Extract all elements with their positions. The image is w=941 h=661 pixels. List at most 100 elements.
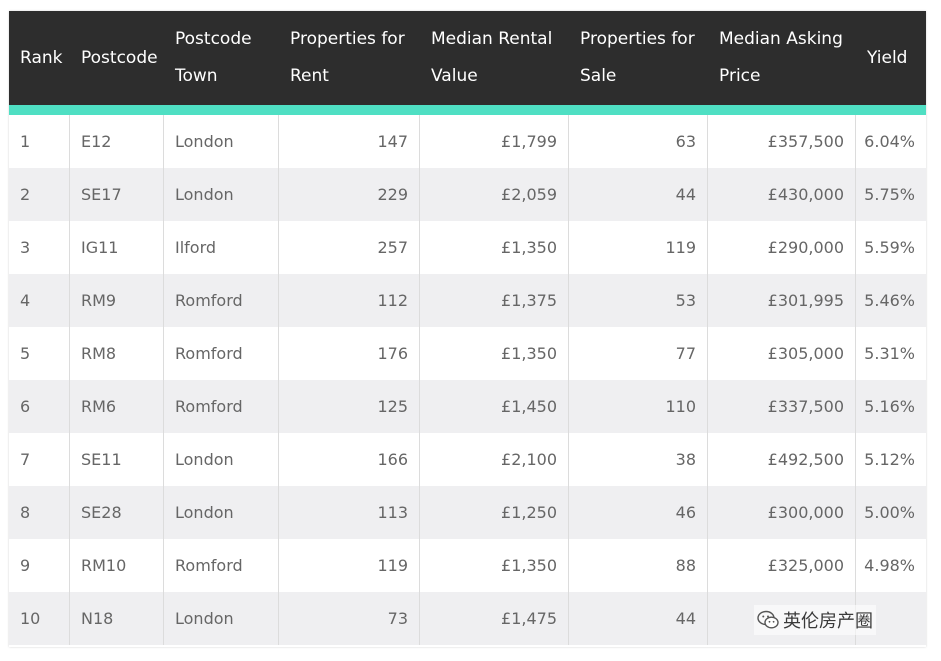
header-properties-for-rent[interactable]: Properties for Rent	[290, 29, 405, 86]
cell-rental-value: £1,350	[420, 221, 569, 274]
table-row: 1 E12 London 147 £1,799 63 £357,500 6.04…	[9, 115, 926, 168]
cell-rental-value: £1,350	[420, 327, 569, 380]
cell-yield: 6.04%	[864, 132, 915, 151]
cell-for-sale: 38	[569, 433, 708, 486]
cell-for-sale: 119	[569, 221, 708, 274]
table-row: 2 SE17 London 229 £2,059 44 £430,000 5.7…	[9, 168, 926, 221]
cell-postcode: RM9	[70, 274, 164, 327]
wechat-icon	[757, 609, 779, 631]
cell-for-rent: 125	[279, 380, 420, 433]
table-header: Rank Postcode Postcode Town Properties f…	[9, 11, 926, 115]
header-properties-for-sale[interactable]: Properties for Sale	[580, 29, 695, 86]
cell-postcode: RM10	[70, 539, 164, 592]
cell-rank: 1	[9, 115, 70, 168]
cell-rank: 10	[9, 592, 70, 645]
cell-postcode: RM6	[70, 380, 164, 433]
cell-rental-value: £1,475	[420, 592, 569, 645]
cell-for-sale: 110	[569, 380, 708, 433]
cell-town: London	[164, 592, 279, 645]
cell-rank: 9	[9, 539, 70, 592]
cell-town: Romford	[164, 539, 279, 592]
cell-rank: 3	[9, 221, 70, 274]
cell-asking-price: £492,500	[708, 433, 856, 486]
cell-postcode: RM8	[70, 327, 164, 380]
watermark-text: 英伦房产圈	[783, 611, 873, 632]
cell-town: London	[164, 168, 279, 221]
wechat-watermark: 英伦房产圈	[754, 605, 876, 635]
cell-rental-value: £2,100	[420, 433, 569, 486]
cell-for-rent: 147	[279, 115, 420, 168]
cell-postcode: IG11	[70, 221, 164, 274]
cell-asking-price: £301,995	[708, 274, 856, 327]
cell-asking-price: £300,000	[708, 486, 856, 539]
cell-town: Ilford	[164, 221, 279, 274]
cell-for-sale: 44	[569, 592, 708, 645]
cell-for-rent: 257	[279, 221, 420, 274]
cell-town: London	[164, 115, 279, 168]
cell-town: London	[164, 486, 279, 539]
cell-rental-value: £2,059	[420, 168, 569, 221]
cell-rental-value: £1,799	[420, 115, 569, 168]
cell-for-sale: 88	[569, 539, 708, 592]
cell-town: Romford	[164, 274, 279, 327]
cell-for-rent: 166	[279, 433, 420, 486]
cell-for-rent: 73	[279, 592, 420, 645]
header-median-rental-value[interactable]: Median Rental Value	[431, 29, 553, 86]
cell-rental-value: £1,350	[420, 539, 569, 592]
cell-rental-value: £1,375	[420, 274, 569, 327]
cell-for-rent: 229	[279, 168, 420, 221]
cell-asking-price: £357,500	[708, 115, 856, 168]
cell-for-rent: 113	[279, 486, 420, 539]
cell-rank: 8	[9, 486, 70, 539]
cell-yield: 4.98%	[864, 556, 915, 575]
table-body: 1 E12 London 147 £1,799 63 £357,500 6.04…	[9, 115, 926, 645]
cell-yield: 5.46%	[864, 291, 915, 310]
table-row: 3 IG11 Ilford 257 £1,350 119 £290,000 5.…	[9, 221, 926, 274]
cell-asking-price: £305,000	[708, 327, 856, 380]
cell-for-sale: 63	[569, 115, 708, 168]
cell-for-rent: 176	[279, 327, 420, 380]
cell-yield: 5.16%	[864, 397, 915, 416]
cell-rank: 2	[9, 168, 70, 221]
cell-postcode: SE28	[70, 486, 164, 539]
cell-for-sale: 77	[569, 327, 708, 380]
cell-town: London	[164, 433, 279, 486]
header-yield[interactable]: Yield	[867, 47, 908, 68]
cell-rank: 5	[9, 327, 70, 380]
cell-yield: 5.12%	[864, 450, 915, 469]
cell-for-rent: 119	[279, 539, 420, 592]
header-median-asking-price[interactable]: Median Asking Price	[719, 29, 843, 86]
cell-asking-price: £325,000	[708, 539, 856, 592]
cell-rank: 6	[9, 380, 70, 433]
cell-yield: 5.59%	[864, 238, 915, 257]
table-row: 7 SE11 London 166 £2,100 38 £492,500 5.1…	[9, 433, 926, 486]
cell-asking-price: £290,000	[708, 221, 856, 274]
cell-rental-value: £1,250	[420, 486, 569, 539]
cell-yield: 5.31%	[864, 344, 915, 363]
cell-rank: 4	[9, 274, 70, 327]
table-row: 6 RM6 Romford 125 £1,450 110 £337,500 5.…	[9, 380, 926, 433]
cell-for-rent: 112	[279, 274, 420, 327]
header-rank[interactable]: Rank	[20, 47, 63, 68]
header-postcode[interactable]: Postcode	[81, 47, 158, 68]
cell-rank: 7	[9, 433, 70, 486]
cell-town: Romford	[164, 327, 279, 380]
table-row: 5 RM8 Romford 176 £1,350 77 £305,000 5.3…	[9, 327, 926, 380]
data-table: Rank Postcode Postcode Town Properties f…	[9, 11, 926, 647]
cell-postcode: N18	[70, 592, 164, 645]
cell-postcode: SE11	[70, 433, 164, 486]
cell-for-sale: 44	[569, 168, 708, 221]
cell-for-sale: 53	[569, 274, 708, 327]
cell-postcode: E12	[70, 115, 164, 168]
cell-town: Romford	[164, 380, 279, 433]
cell-yield: 5.00%	[864, 503, 915, 522]
table-row: 8 SE28 London 113 £1,250 46 £300,000 5.0…	[9, 486, 926, 539]
cell-yield: 5.75%	[864, 185, 915, 204]
cell-for-sale: 46	[569, 486, 708, 539]
header-postcode-town[interactable]: Postcode Town	[175, 29, 252, 86]
cell-rental-value: £1,450	[420, 380, 569, 433]
cell-asking-price: £430,000	[708, 168, 856, 221]
cell-postcode: SE17	[70, 168, 164, 221]
cell-asking-price: £337,500	[708, 380, 856, 433]
table-row: 9 RM10 Romford 119 £1,350 88 £325,000 4.…	[9, 539, 926, 592]
